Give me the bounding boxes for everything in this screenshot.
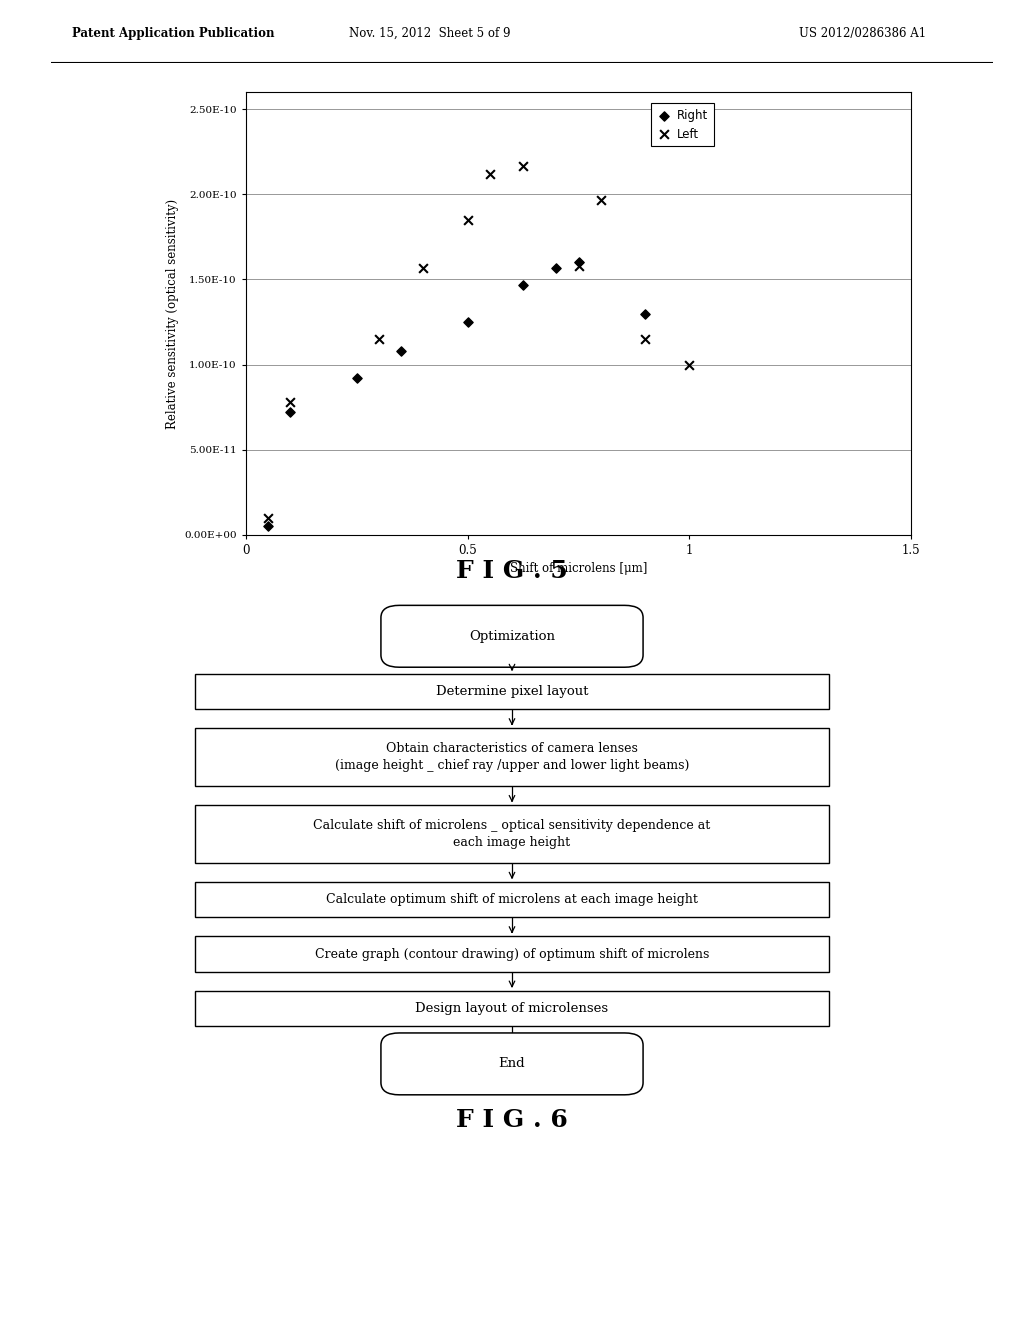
Bar xyxy=(195,991,829,1026)
Bar xyxy=(195,805,829,863)
Bar xyxy=(195,882,829,917)
Left xyxy=(681,354,697,375)
FancyBboxPatch shape xyxy=(381,1034,643,1094)
Text: Design layout of microlenses: Design layout of microlenses xyxy=(416,1002,608,1015)
Left xyxy=(637,329,653,350)
Left xyxy=(282,391,298,412)
Text: Create graph (contour drawing) of optimum shift of microlens: Create graph (contour drawing) of optimu… xyxy=(314,948,710,961)
Bar xyxy=(195,729,829,787)
Right xyxy=(393,341,410,362)
Legend: Right, Left: Right, Left xyxy=(651,103,714,147)
Right xyxy=(260,516,276,537)
Right xyxy=(515,275,531,296)
Text: Calculate shift of microlens _ optical sensitivity dependence at
each image heig: Calculate shift of microlens _ optical s… xyxy=(313,820,711,849)
Text: End: End xyxy=(499,1057,525,1071)
Left xyxy=(415,257,431,279)
Right xyxy=(570,252,587,273)
Right xyxy=(637,304,653,325)
Left xyxy=(515,154,531,176)
X-axis label: Shift of microlens [μm]: Shift of microlens [μm] xyxy=(510,562,647,576)
Text: Calculate optimum shift of microlens at each image height: Calculate optimum shift of microlens at … xyxy=(326,894,698,907)
Bar xyxy=(195,675,829,709)
Y-axis label: Relative sensitivity (optical sensitivity): Relative sensitivity (optical sensitivit… xyxy=(166,198,178,429)
Text: Patent Application Publication: Patent Application Publication xyxy=(72,26,274,40)
Text: F I G . 5: F I G . 5 xyxy=(456,558,568,583)
Right xyxy=(348,367,365,388)
Text: Optimization: Optimization xyxy=(469,630,555,643)
Left xyxy=(481,164,498,185)
Text: F I G . 6: F I G . 6 xyxy=(456,1107,568,1133)
Left xyxy=(570,255,587,276)
Right xyxy=(282,401,298,422)
Left xyxy=(593,189,609,210)
Right xyxy=(548,257,564,279)
Left xyxy=(371,329,387,350)
Left xyxy=(260,507,276,528)
Text: US 2012/0286386 A1: US 2012/0286386 A1 xyxy=(799,26,926,40)
Text: Obtain characteristics of camera lenses
(image height _ chief ray /upper and low: Obtain characteristics of camera lenses … xyxy=(335,742,689,772)
Left xyxy=(460,210,476,231)
Text: Determine pixel layout: Determine pixel layout xyxy=(436,685,588,698)
Right xyxy=(460,312,476,333)
FancyBboxPatch shape xyxy=(381,606,643,667)
Text: Nov. 15, 2012  Sheet 5 of 9: Nov. 15, 2012 Sheet 5 of 9 xyxy=(349,26,511,40)
Bar xyxy=(195,936,829,972)
